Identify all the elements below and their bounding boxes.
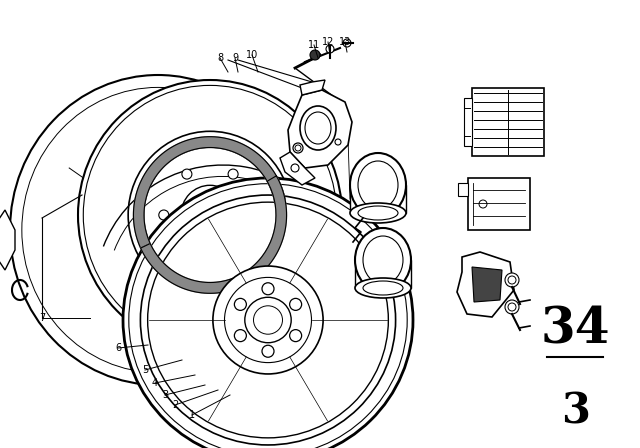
Text: 8: 8 xyxy=(217,53,223,63)
Circle shape xyxy=(290,330,301,342)
Polygon shape xyxy=(300,80,325,95)
Text: 12: 12 xyxy=(322,37,334,47)
Circle shape xyxy=(291,164,299,172)
Circle shape xyxy=(262,345,274,357)
Ellipse shape xyxy=(10,75,306,385)
Polygon shape xyxy=(288,90,352,168)
Polygon shape xyxy=(457,252,514,317)
Text: 11: 11 xyxy=(308,40,320,50)
Polygon shape xyxy=(350,185,406,213)
Text: 2: 2 xyxy=(172,400,178,410)
Ellipse shape xyxy=(96,165,220,295)
Circle shape xyxy=(326,45,334,53)
Ellipse shape xyxy=(181,185,239,245)
Text: 34: 34 xyxy=(540,306,610,355)
Polygon shape xyxy=(458,183,468,196)
Polygon shape xyxy=(464,98,472,146)
Text: 6: 6 xyxy=(115,343,121,353)
Text: 3: 3 xyxy=(162,390,168,400)
Polygon shape xyxy=(134,137,285,248)
Circle shape xyxy=(343,39,351,47)
Circle shape xyxy=(293,143,303,153)
Circle shape xyxy=(234,330,246,342)
Circle shape xyxy=(159,210,169,220)
Polygon shape xyxy=(472,88,544,156)
Text: 5: 5 xyxy=(142,365,148,375)
Polygon shape xyxy=(280,152,315,185)
Polygon shape xyxy=(472,267,502,302)
Circle shape xyxy=(228,251,238,261)
Ellipse shape xyxy=(123,178,413,448)
Circle shape xyxy=(262,283,274,295)
Ellipse shape xyxy=(78,80,342,350)
Ellipse shape xyxy=(355,278,411,298)
Text: 9: 9 xyxy=(232,53,238,63)
Circle shape xyxy=(505,300,519,314)
Ellipse shape xyxy=(128,131,292,299)
Ellipse shape xyxy=(245,297,291,343)
Text: 1: 1 xyxy=(189,410,195,420)
Ellipse shape xyxy=(355,228,411,292)
Circle shape xyxy=(182,169,192,179)
Ellipse shape xyxy=(213,266,323,374)
Circle shape xyxy=(505,273,519,287)
Text: 4: 4 xyxy=(152,378,158,388)
Circle shape xyxy=(234,298,246,310)
Polygon shape xyxy=(468,178,530,230)
Circle shape xyxy=(310,50,320,60)
Polygon shape xyxy=(0,210,15,270)
Circle shape xyxy=(290,298,301,310)
Text: 3: 3 xyxy=(561,391,589,433)
Ellipse shape xyxy=(350,203,406,223)
Polygon shape xyxy=(355,260,411,288)
Text: 10: 10 xyxy=(246,50,258,60)
Ellipse shape xyxy=(350,153,406,217)
Text: 13: 13 xyxy=(339,37,351,47)
Text: 7: 7 xyxy=(39,313,45,323)
Polygon shape xyxy=(141,176,287,293)
Circle shape xyxy=(251,210,261,220)
Ellipse shape xyxy=(300,106,336,150)
Circle shape xyxy=(228,169,238,179)
Circle shape xyxy=(182,251,192,261)
